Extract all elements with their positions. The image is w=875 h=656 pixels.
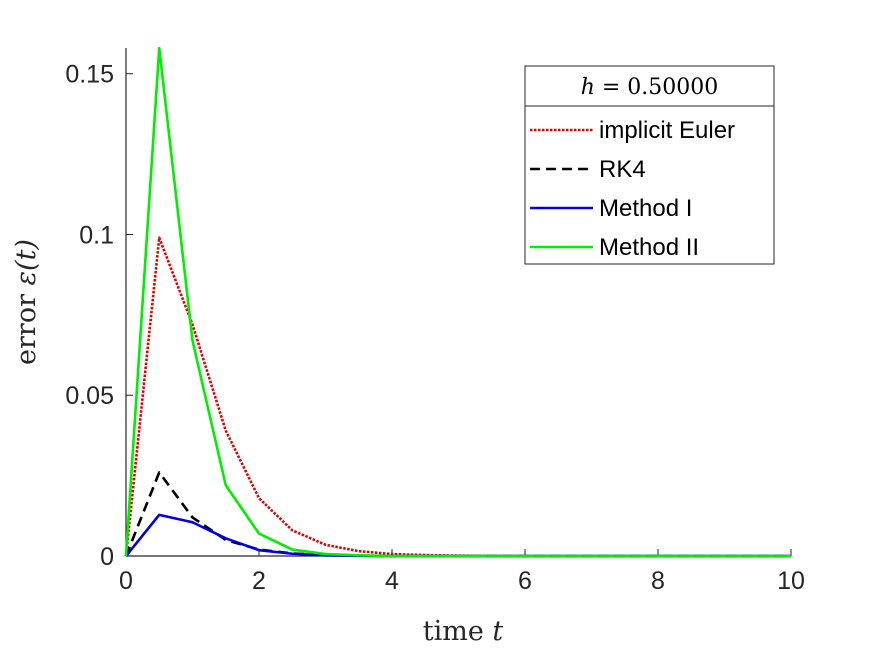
x-ticks: 0 2 4 6 8 10 bbox=[119, 549, 805, 595]
y-ticks: 0 0.05 0.1 0.15 bbox=[65, 61, 133, 571]
x-tick-label: 2 bbox=[252, 567, 266, 595]
legend-label-0: implicit Euler bbox=[599, 117, 735, 144]
legend-title: h = 0.50000 bbox=[581, 75, 719, 100]
series-line-0 bbox=[124, 236, 791, 558]
x-axis-title: time t bbox=[423, 616, 504, 647]
series-line-2 bbox=[124, 513, 791, 558]
legend-label-1: RK4 bbox=[599, 156, 646, 183]
legend: h = 0.50000 implicit Euler RK4 Method I Met… bbox=[524, 65, 775, 265]
y-axis-title-variable: ε(t) bbox=[11, 239, 42, 285]
y-tick-label: 0 bbox=[100, 543, 114, 571]
legend-title-variable: h bbox=[581, 75, 595, 100]
series-layer bbox=[124, 46, 791, 558]
legend-label-3: Method II bbox=[599, 234, 699, 261]
x-axis-title-variable: t bbox=[492, 616, 503, 647]
y-tick-label: 0.15 bbox=[65, 61, 114, 89]
y-tick-label: 0.05 bbox=[65, 382, 114, 410]
y-axis-title-text: error bbox=[11, 285, 42, 365]
x-tick-label: 0 bbox=[119, 567, 133, 595]
legend-title-value: = 0.50000 bbox=[595, 75, 718, 100]
legend-label-2: Method I bbox=[599, 195, 692, 222]
x-tick-label: 10 bbox=[777, 567, 805, 595]
legend-entries: implicit Euler RK4 Method I Method II bbox=[530, 117, 735, 261]
x-tick-label: 8 bbox=[651, 567, 665, 595]
x-tick-label: 4 bbox=[385, 567, 399, 595]
y-tick-label: 0.1 bbox=[79, 221, 114, 249]
series-line-3 bbox=[124, 46, 791, 558]
y-axis-title: error ε(t) bbox=[11, 239, 42, 365]
x-tick-label: 6 bbox=[518, 567, 532, 595]
x-axis-title-text: time bbox=[423, 616, 493, 647]
legend-box bbox=[524, 65, 775, 265]
